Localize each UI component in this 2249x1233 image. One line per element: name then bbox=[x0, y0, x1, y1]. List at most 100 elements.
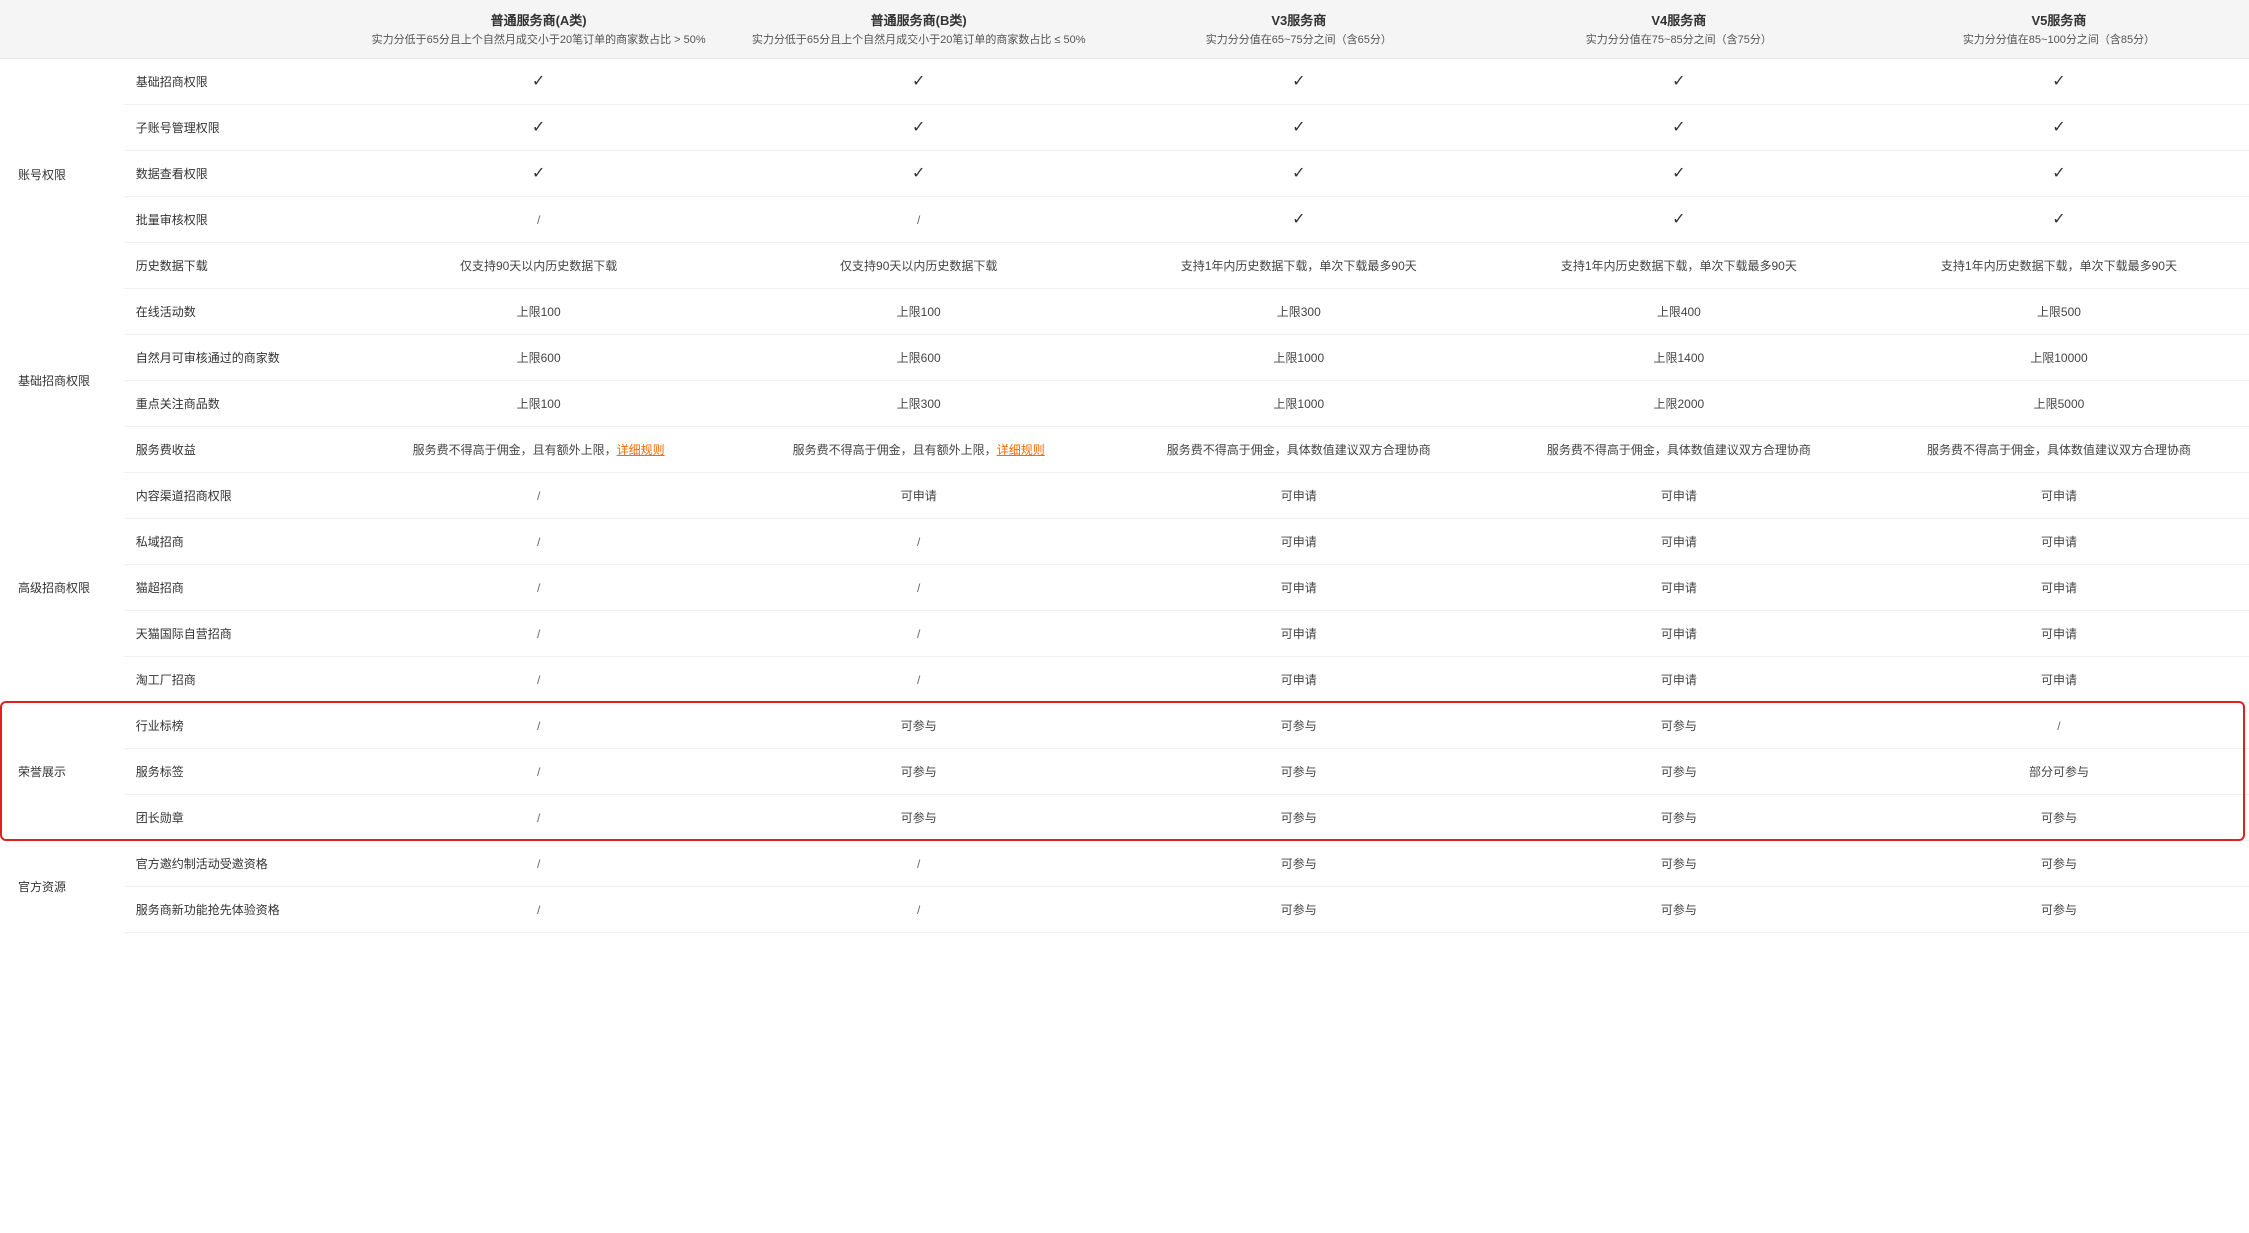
not-available: / bbox=[917, 673, 920, 687]
data-cell: / bbox=[729, 887, 1109, 933]
data-cell: 可申请 bbox=[1869, 519, 2249, 565]
data-cell: ✓ bbox=[1109, 151, 1489, 197]
data-cell: ✓ bbox=[349, 59, 729, 105]
column-header: 普通服务商(A类) 实力分低于65分且上个自然月成交小于20笔订单的商家数占比 … bbox=[349, 0, 729, 59]
table-row: 账号权限基础招商权限✓✓✓✓✓ bbox=[0, 59, 2249, 105]
data-cell: ✓ bbox=[1109, 105, 1489, 151]
check-icon: ✓ bbox=[912, 166, 925, 182]
row-label: 服务费收益 bbox=[124, 427, 349, 473]
group-label: 官方资源 bbox=[0, 841, 124, 933]
data-cell: 支持1年内历史数据下载，单次下载最多90天 bbox=[1489, 243, 1869, 289]
data-cell: 可申请 bbox=[1109, 519, 1489, 565]
row-label: 历史数据下载 bbox=[124, 243, 349, 289]
data-cell: 可参与 bbox=[1489, 703, 1869, 749]
data-cell: / bbox=[729, 197, 1109, 243]
header-feature-spacer bbox=[124, 0, 349, 59]
data-cell: ✓ bbox=[1869, 59, 2249, 105]
data-cell: 可申请 bbox=[729, 473, 1109, 519]
data-cell: 可参与 bbox=[1489, 841, 1869, 887]
data-cell: 可参与 bbox=[729, 749, 1109, 795]
column-title: V3服务商 bbox=[1117, 10, 1481, 29]
row-label: 批量审核权限 bbox=[124, 197, 349, 243]
not-available: / bbox=[537, 719, 540, 733]
column-title: 普通服务商(B类) bbox=[737, 10, 1101, 29]
detail-rules-link[interactable]: 详细规则 bbox=[997, 443, 1045, 457]
row-label: 行业标榜 bbox=[124, 703, 349, 749]
data-cell: 服务费不得高于佣金，具体数值建议双方合理协商 bbox=[1489, 427, 1869, 473]
data-cell: 上限600 bbox=[729, 335, 1109, 381]
data-cell: 可参与 bbox=[1489, 795, 1869, 841]
detail-rules-link[interactable]: 详细规则 bbox=[617, 443, 665, 457]
data-cell: 可参与 bbox=[1109, 703, 1489, 749]
data-cell: / bbox=[349, 749, 729, 795]
data-cell: ✓ bbox=[1109, 59, 1489, 105]
check-icon: ✓ bbox=[532, 166, 545, 182]
table-row: 猫超招商//可申请可申请可申请 bbox=[0, 565, 2249, 611]
column-header: V4服务商 实力分分值在75~85分之间（含75分） bbox=[1489, 0, 1869, 59]
table-row: 重点关注商品数上限100上限300上限1000上限2000上限5000 bbox=[0, 381, 2249, 427]
table-row: 天猫国际自营招商//可申请可申请可申请 bbox=[0, 611, 2249, 657]
column-header: V5服务商 实力分分值在85~100分之间（含85分） bbox=[1869, 0, 2249, 59]
comparison-table: 普通服务商(A类) 实力分低于65分且上个自然月成交小于20笔订单的商家数占比 … bbox=[0, 0, 2249, 933]
table-row: 服务标签/可参与可参与可参与部分可参与 bbox=[0, 749, 2249, 795]
not-available: / bbox=[537, 213, 540, 227]
table-row: 服务费收益服务费不得高于佣金，且有额外上限，详细规则服务费不得高于佣金，且有额外… bbox=[0, 427, 2249, 473]
data-cell: 上限500 bbox=[1869, 289, 2249, 335]
data-cell: 上限2000 bbox=[1489, 381, 1869, 427]
data-cell: / bbox=[349, 657, 729, 703]
table-row: 自然月可审核通过的商家数上限600上限600上限1000上限1400上限1000… bbox=[0, 335, 2249, 381]
data-cell: 可参与 bbox=[1489, 887, 1869, 933]
column-header: 普通服务商(B类) 实力分低于65分且上个自然月成交小于20笔订单的商家数占比 … bbox=[729, 0, 1109, 59]
not-available: / bbox=[537, 535, 540, 549]
data-cell: 上限10000 bbox=[1869, 335, 2249, 381]
data-cell: 上限300 bbox=[729, 381, 1109, 427]
data-cell: ✓ bbox=[1869, 151, 2249, 197]
data-cell: ✓ bbox=[729, 59, 1109, 105]
not-available: / bbox=[537, 581, 540, 595]
not-available: / bbox=[917, 903, 920, 917]
check-icon: ✓ bbox=[1672, 212, 1685, 228]
not-available: / bbox=[537, 857, 540, 871]
row-label: 基础招商权限 bbox=[124, 59, 349, 105]
data-cell: ✓ bbox=[1869, 105, 2249, 151]
data-cell: / bbox=[349, 473, 729, 519]
check-icon: ✓ bbox=[912, 120, 925, 136]
table-row: 服务商新功能抢先体验资格//可参与可参与可参与 bbox=[0, 887, 2249, 933]
table-row: 荣誉展示行业标榜/可参与可参与可参与/ bbox=[0, 703, 2249, 749]
data-cell: 可申请 bbox=[1869, 611, 2249, 657]
data-cell: / bbox=[349, 887, 729, 933]
data-cell: 可申请 bbox=[1489, 657, 1869, 703]
not-available: / bbox=[537, 903, 540, 917]
data-cell: / bbox=[349, 565, 729, 611]
row-label: 私域招商 bbox=[124, 519, 349, 565]
data-cell: / bbox=[349, 197, 729, 243]
row-label: 猫超招商 bbox=[124, 565, 349, 611]
column-title: V5服务商 bbox=[1877, 10, 2241, 29]
data-cell: ✓ bbox=[729, 151, 1109, 197]
cell-text: 服务费不得高于佣金，且有额外上限， bbox=[413, 443, 617, 457]
data-cell: ✓ bbox=[1109, 197, 1489, 243]
table-row: 子账号管理权限✓✓✓✓✓ bbox=[0, 105, 2249, 151]
table-row: 基础招商权限在线活动数上限100上限100上限300上限400上限500 bbox=[0, 289, 2249, 335]
row-label: 在线活动数 bbox=[124, 289, 349, 335]
data-cell: / bbox=[729, 611, 1109, 657]
data-cell: ✓ bbox=[349, 105, 729, 151]
row-label: 天猫国际自营招商 bbox=[124, 611, 349, 657]
table-header: 普通服务商(A类) 实力分低于65分且上个自然月成交小于20笔订单的商家数占比 … bbox=[0, 0, 2249, 59]
data-cell: 可参与 bbox=[1869, 887, 2249, 933]
check-icon: ✓ bbox=[1672, 166, 1685, 182]
data-cell: 可申请 bbox=[1109, 565, 1489, 611]
data-cell: 上限300 bbox=[1109, 289, 1489, 335]
column-subtitle: 实力分分值在75~85分之间（含75分） bbox=[1497, 33, 1861, 48]
data-cell: 可申请 bbox=[1869, 473, 2249, 519]
data-cell: 可参与 bbox=[1869, 841, 2249, 887]
table-row: 历史数据下载仅支持90天以内历史数据下载仅支持90天以内历史数据下载支持1年内历… bbox=[0, 243, 2249, 289]
data-cell: 可参与 bbox=[1109, 749, 1489, 795]
check-icon: ✓ bbox=[532, 120, 545, 136]
not-available: / bbox=[537, 765, 540, 779]
check-icon: ✓ bbox=[1292, 212, 1305, 228]
row-label: 官方邀约制活动受邀资格 bbox=[124, 841, 349, 887]
data-cell: 可参与 bbox=[729, 703, 1109, 749]
data-cell: 可参与 bbox=[1489, 749, 1869, 795]
data-cell: / bbox=[729, 565, 1109, 611]
